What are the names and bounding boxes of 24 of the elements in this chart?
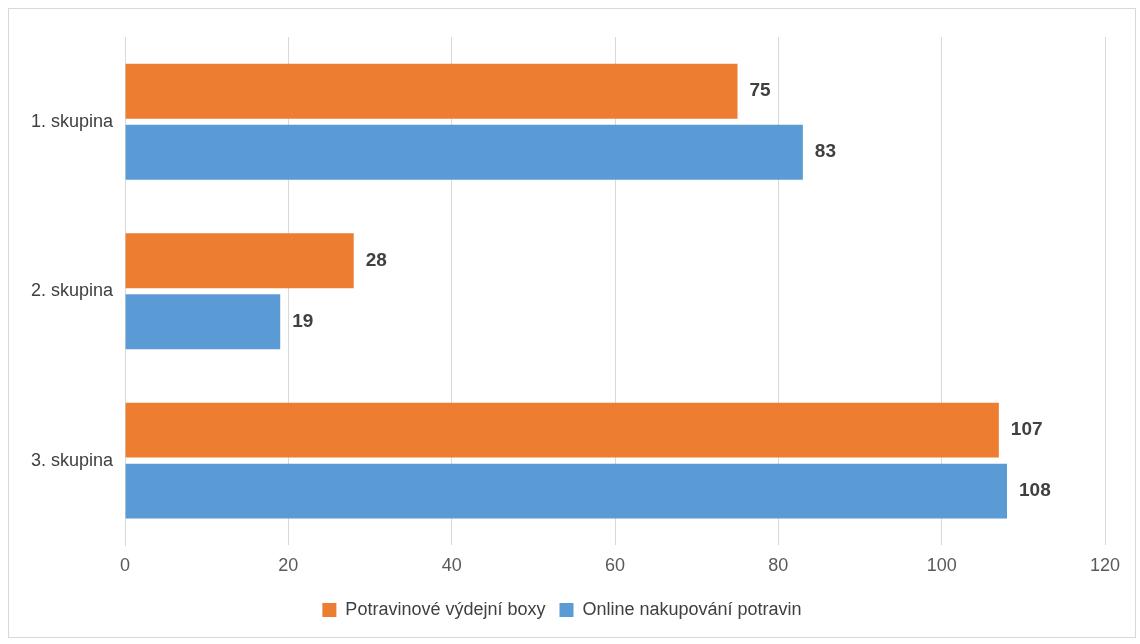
data-label: 28 — [365, 248, 387, 270]
bar — [125, 63, 738, 119]
data-label: 107 — [1010, 418, 1043, 440]
x-tick-label: 100 — [926, 555, 957, 576]
bar — [125, 463, 1008, 519]
data-label: 108 — [1019, 479, 1051, 501]
bar — [125, 233, 354, 289]
x-tick-label: 20 — [278, 555, 299, 576]
data-label: 19 — [292, 309, 314, 331]
x-tick-label: 40 — [441, 555, 462, 576]
x-tick-label: 0 — [120, 555, 131, 576]
data-label: 83 — [814, 140, 836, 162]
y-tick-label: 3. skupina — [30, 449, 115, 470]
bar — [125, 402, 999, 458]
x-tick-label: 80 — [768, 555, 789, 576]
x-tick-label: 120 — [1089, 555, 1121, 576]
bar — [125, 294, 281, 350]
bar — [125, 124, 803, 180]
data-label: 75 — [749, 79, 772, 101]
x-tick-label: 60 — [605, 555, 626, 576]
y-tick-label: 1. skupina — [30, 110, 115, 131]
legend-label: Potravinové výdejní boxy — [345, 598, 546, 619]
y-tick-label: 2. skupina — [30, 280, 115, 301]
legend-label: Online nakupování potravin — [582, 598, 802, 619]
